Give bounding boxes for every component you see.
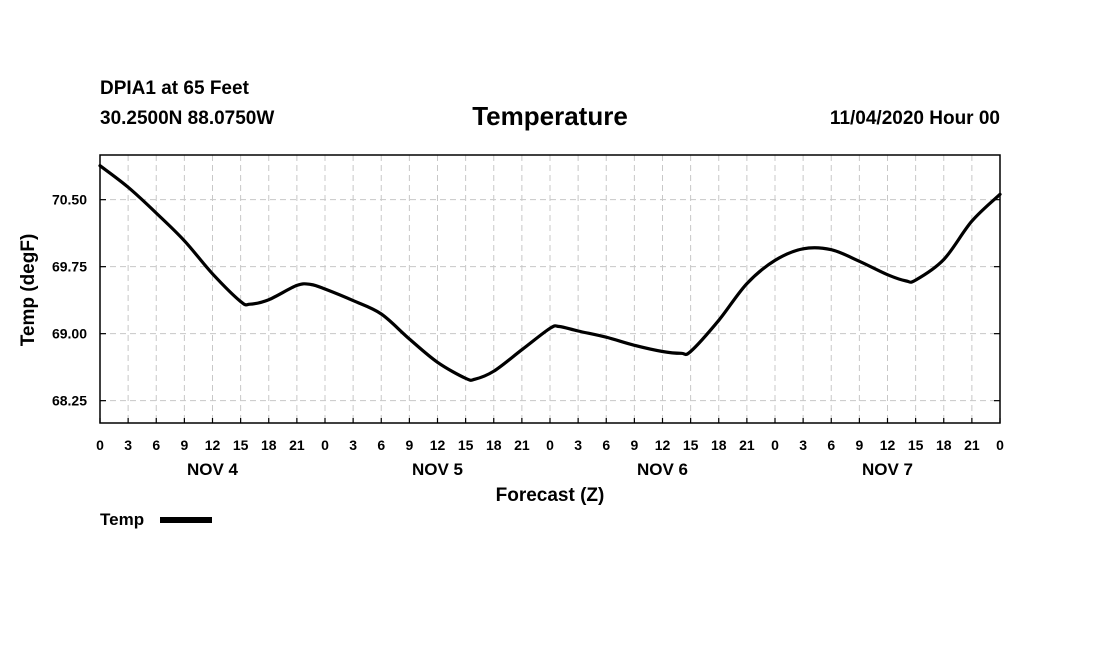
x-tick-label: 18 xyxy=(936,437,952,453)
legend-label-temp: Temp xyxy=(100,510,144,529)
x-tick-label: 6 xyxy=(152,437,160,453)
x-tick-label: 0 xyxy=(321,437,329,453)
y-tick-label: 68.25 xyxy=(52,393,87,409)
x-tick-label: 15 xyxy=(908,437,924,453)
x-tick-label: 18 xyxy=(711,437,727,453)
y-axis-ticks: 68.25 69.00 69.75 70.50 xyxy=(52,192,1000,409)
x-axis-ticks: 0 3 6 9 12 15 18 21 0 3 6 9 12 15 18 21 0 3 6 9 12 15 18 21 0 3 6 9… xyxy=(96,418,1004,453)
x-tick-label: 3 xyxy=(574,437,582,453)
x-tick-label: 21 xyxy=(514,437,530,453)
series-line-temp xyxy=(98,164,1002,382)
x-day-label: NOV 5 xyxy=(412,460,463,479)
x-tick-label: 0 xyxy=(96,437,104,453)
x-tick-label: 18 xyxy=(486,437,502,453)
x-tick-label: 15 xyxy=(683,437,699,453)
x-tick-label: 21 xyxy=(289,437,305,453)
x-axis-day-labels: NOV 4 NOV 5 NOV 6 NOV 7 xyxy=(187,460,913,479)
x-day-label: NOV 6 xyxy=(637,460,688,479)
x-tick-label: 3 xyxy=(349,437,357,453)
x-tick-label: 12 xyxy=(880,437,896,453)
plot-frame xyxy=(99,154,1001,424)
x-tick-label: 9 xyxy=(855,437,863,453)
x-tick-label: 15 xyxy=(233,437,249,453)
legend: Temp xyxy=(100,510,212,529)
y-tick-label: 69.00 xyxy=(52,326,87,342)
x-tick-label: 9 xyxy=(405,437,413,453)
run-time-label: 11/04/2020 Hour 00 xyxy=(829,108,1000,129)
x-tick-label: 6 xyxy=(602,437,610,453)
x-tick-label: 15 xyxy=(458,437,474,453)
y-tick-label: 69.75 xyxy=(52,259,87,275)
x-axis-title: Forecast (Z) xyxy=(496,485,605,506)
x-tick-label: 9 xyxy=(180,437,188,453)
x-tick-label: 3 xyxy=(124,437,132,453)
x-tick-label: 0 xyxy=(996,437,1004,453)
legend-swatch-temp xyxy=(160,517,212,523)
x-tick-label: 21 xyxy=(739,437,755,453)
x-tick-label: 6 xyxy=(827,437,835,453)
station-label: DPIA1 at 65 Feet xyxy=(100,78,249,99)
coordinates-label: 30.2500N 88.0750W xyxy=(100,108,275,129)
x-tick-label: 0 xyxy=(546,437,554,453)
x-day-label: NOV 4 xyxy=(187,460,239,479)
x-tick-label: 12 xyxy=(205,437,221,453)
x-tick-label: 3 xyxy=(799,437,807,453)
x-tick-label: 12 xyxy=(430,437,446,453)
x-tick-label: 6 xyxy=(377,437,385,453)
x-day-label: NOV 7 xyxy=(862,460,913,479)
x-tick-label: 9 xyxy=(630,437,638,453)
x-tick-label: 18 xyxy=(261,437,277,453)
chart-title: Temperature xyxy=(472,101,628,131)
x-tick-label: 12 xyxy=(655,437,671,453)
y-axis-title: Temp (degF) xyxy=(18,234,39,347)
y-tick-label: 70.50 xyxy=(52,192,87,208)
x-tick-label: 21 xyxy=(964,437,980,453)
x-tick-label: 0 xyxy=(771,437,779,453)
grid-lines xyxy=(100,155,1000,423)
